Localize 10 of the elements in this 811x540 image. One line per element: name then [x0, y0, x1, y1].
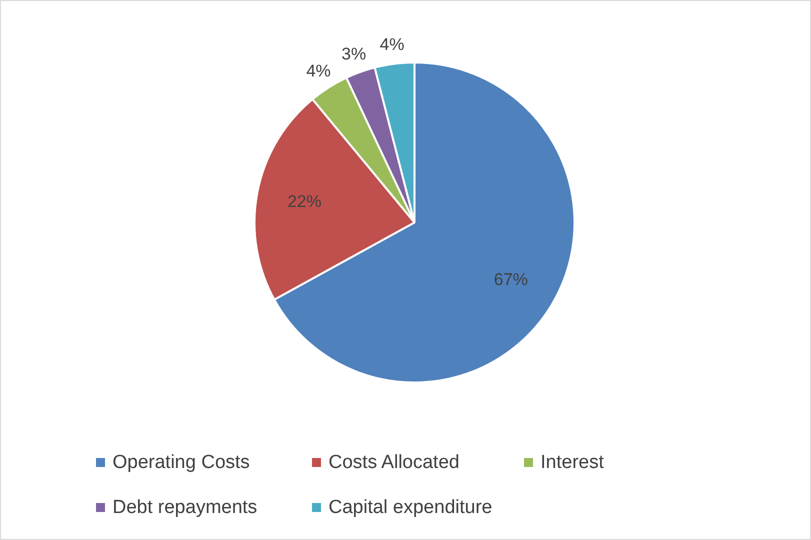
data-label: 67% [494, 270, 528, 290]
legend-label: Interest [540, 452, 605, 473]
data-label: 4% [306, 62, 331, 81]
legend-label: Capital expenditure [328, 497, 492, 518]
legend-label: Costs Allocated [328, 452, 460, 473]
legend-label: Operating Costs [112, 452, 250, 473]
legend-label: Debt repayments [112, 497, 258, 518]
data-label: 22% [287, 192, 322, 212]
data-label: 4% [380, 35, 404, 54]
data-label: 3% [342, 44, 366, 64]
